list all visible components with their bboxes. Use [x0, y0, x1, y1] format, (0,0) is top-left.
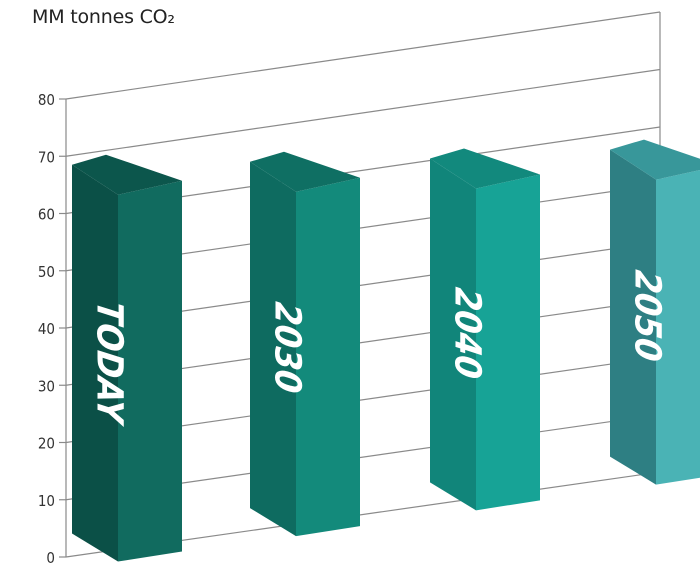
bar-2030: 2030 [250, 151, 360, 537]
y-tick-label: 60 [38, 206, 55, 224]
bars: TODAY 2030 2040 2050 [72, 139, 700, 562]
y-tick-label: 40 [38, 320, 55, 338]
bar-front-face [296, 177, 360, 537]
bar-side-face [250, 161, 296, 537]
y-tick-label: 50 [38, 263, 55, 281]
bar-today: TODAY [72, 154, 182, 562]
y-tick-label: 70 [38, 148, 55, 166]
bar-top-face [430, 148, 540, 189]
bar-side-face [72, 164, 118, 562]
bar-2050: 2050 [610, 139, 700, 485]
y-tick-label: 30 [38, 377, 55, 395]
y-tick-label: 80 [38, 91, 55, 109]
bar-front-face [656, 169, 700, 485]
bar-top-face [250, 151, 360, 192]
y-tick-label: 0 [46, 549, 55, 567]
y-tick-label: 20 [38, 435, 55, 453]
bar-front-face [476, 174, 540, 511]
bar-top-face [72, 154, 182, 195]
bar-label: TODAY [88, 298, 131, 428]
gridline-70 [65, 68, 661, 157]
bar-2040: 2040 [430, 148, 540, 511]
y-axis-ticks: 0 10 20 30 40 50 60 70 80 [38, 91, 66, 567]
bar-label: 2040 [446, 285, 489, 381]
bar-side-face [610, 149, 656, 485]
y-tick-label: 10 [38, 492, 55, 510]
gridline-80 [65, 11, 661, 100]
bar-top-face [610, 139, 700, 180]
bar-label: 2030 [266, 300, 309, 396]
bar-side-face [430, 158, 476, 511]
bar-front-face [118, 180, 182, 562]
bar-label: 2050 [626, 268, 669, 364]
y-axis-label: MM tonnes CO₂ [32, 6, 175, 28]
